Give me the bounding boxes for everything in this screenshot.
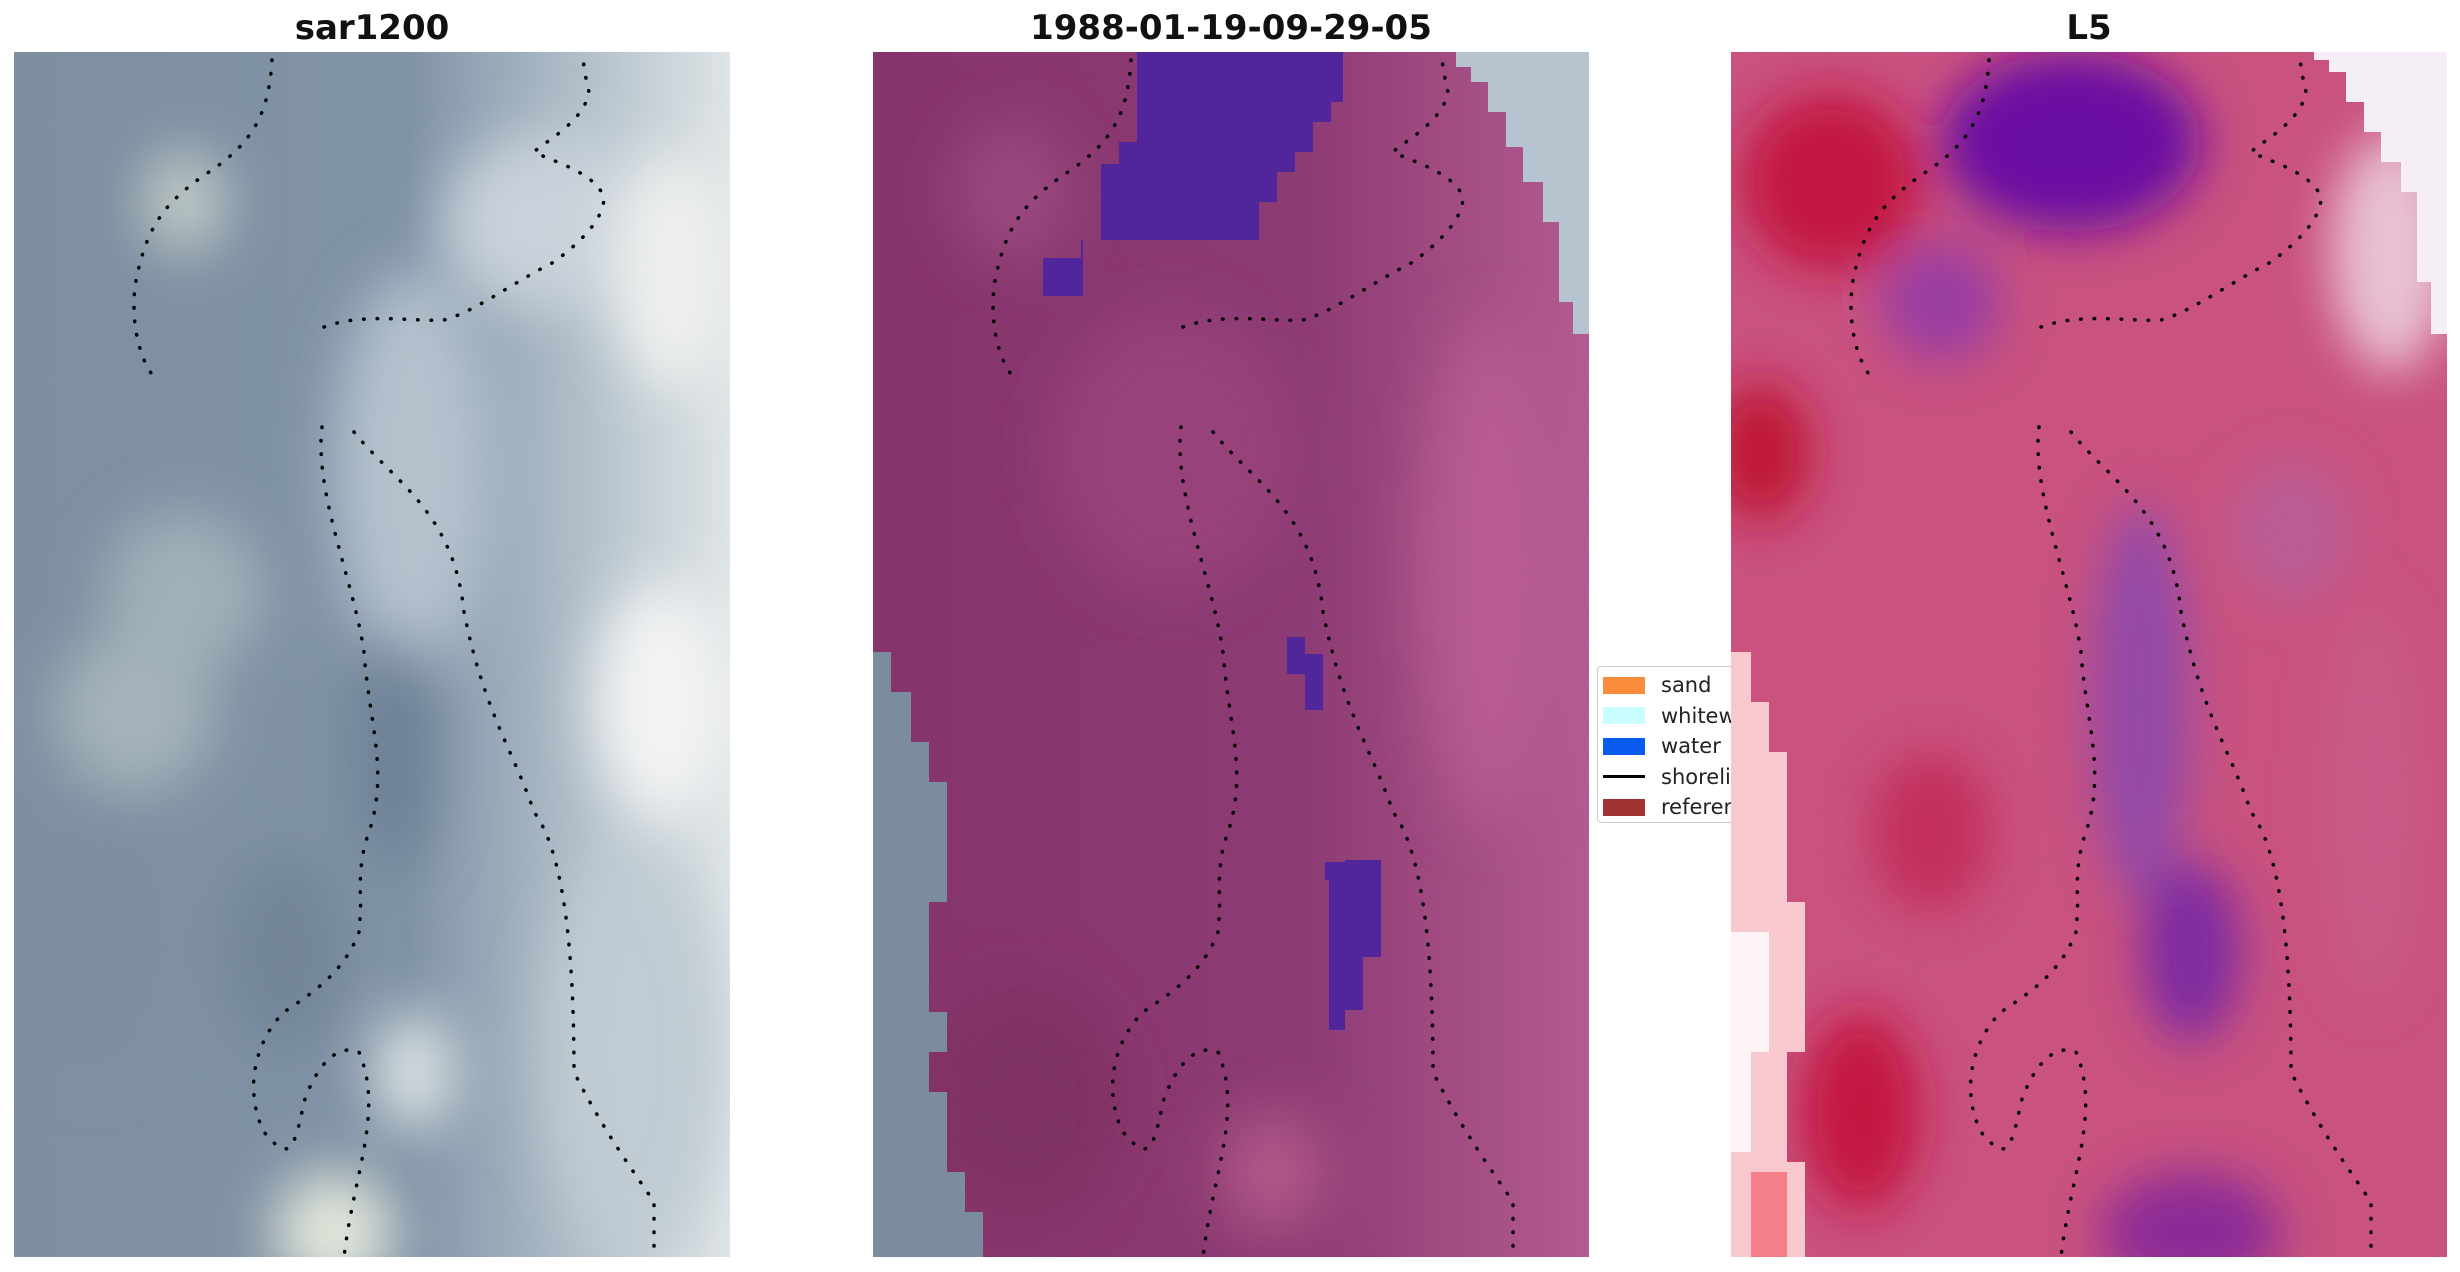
shoreline-classified [991,55,1515,1257]
l5-image-panel [1731,52,2447,1257]
legend-label-reference: reference [1661,795,1731,820]
classified-image-panel [873,52,1589,1257]
legend-item-sand: sand [1598,670,1731,701]
legend-line-shoreline [1603,775,1645,779]
legend-item-reference: reference [1598,792,1731,822]
sar-image [14,52,730,1257]
legend-swatch-water [1603,737,1645,755]
legend-swatch-reference [1603,798,1645,816]
shoreline-sar [132,55,656,1257]
legend-swatch-sand [1603,676,1645,694]
legend-item-water: water [1598,731,1731,762]
legend-label-sand: sand [1661,673,1712,698]
classified-image [873,52,1589,1257]
panel-title-l5: L5 [2066,8,2112,48]
panel-title-date: 1988-01-19-09-29-05 [1030,8,1432,48]
legend-swatch-whitewater [1603,707,1645,725]
l5-image [1731,52,2447,1257]
legend-item-shoreline: shoreline [1598,762,1731,793]
shoreline-l5 [1849,55,2373,1257]
panel-title-sar: sar1200 [294,8,450,48]
legend-label-water: water [1661,734,1721,759]
legend-label-shoreline: shoreline [1661,764,1731,789]
sar-image-panel [14,52,730,1257]
